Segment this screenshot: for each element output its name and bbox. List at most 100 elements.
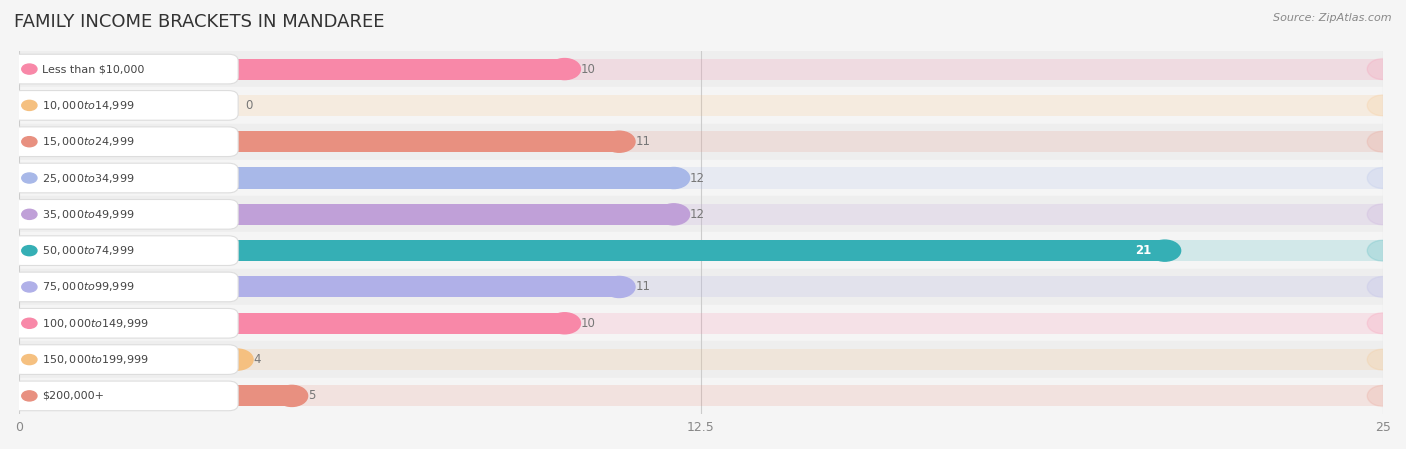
FancyBboxPatch shape: [11, 381, 238, 411]
Text: FAMILY INCOME BRACKETS IN MANDAREE: FAMILY INCOME BRACKETS IN MANDAREE: [14, 13, 385, 31]
Circle shape: [221, 349, 253, 370]
Text: 0: 0: [246, 99, 253, 112]
Circle shape: [3, 131, 35, 152]
Bar: [20, 305, 1384, 341]
Circle shape: [3, 240, 35, 261]
Bar: [20, 58, 565, 79]
Circle shape: [3, 167, 35, 189]
FancyBboxPatch shape: [11, 91, 238, 120]
FancyBboxPatch shape: [11, 308, 238, 338]
Circle shape: [1367, 95, 1399, 116]
Circle shape: [1367, 167, 1399, 189]
Bar: [20, 313, 565, 334]
Text: 10: 10: [581, 317, 596, 330]
FancyBboxPatch shape: [11, 199, 238, 229]
Circle shape: [21, 100, 37, 110]
Bar: [20, 240, 1384, 261]
Bar: [20, 233, 1384, 269]
Text: $10,000 to $14,999: $10,000 to $14,999: [42, 99, 135, 112]
Circle shape: [3, 58, 35, 79]
Circle shape: [1367, 313, 1399, 334]
Text: $100,000 to $149,999: $100,000 to $149,999: [42, 317, 149, 330]
FancyBboxPatch shape: [11, 345, 238, 374]
FancyBboxPatch shape: [11, 127, 238, 157]
Circle shape: [21, 64, 37, 74]
Text: 21: 21: [1135, 244, 1152, 257]
Circle shape: [21, 246, 37, 255]
Text: Source: ZipAtlas.com: Source: ZipAtlas.com: [1274, 13, 1392, 23]
Circle shape: [21, 318, 37, 328]
Text: 11: 11: [636, 135, 651, 148]
FancyBboxPatch shape: [11, 163, 238, 193]
Circle shape: [21, 355, 37, 365]
Bar: [20, 204, 673, 225]
Bar: [20, 269, 1384, 305]
Text: 11: 11: [636, 281, 651, 294]
Text: 10: 10: [581, 62, 596, 75]
Circle shape: [21, 282, 37, 292]
Circle shape: [3, 349, 35, 370]
Circle shape: [3, 240, 35, 261]
Bar: [20, 204, 1384, 225]
Bar: [20, 277, 619, 298]
FancyBboxPatch shape: [11, 236, 238, 265]
Bar: [20, 160, 1384, 196]
Circle shape: [3, 58, 35, 79]
Bar: [20, 313, 1384, 334]
Bar: [20, 240, 1164, 261]
Circle shape: [1367, 58, 1399, 79]
Bar: [20, 167, 673, 189]
Bar: [20, 349, 238, 370]
Bar: [20, 277, 1384, 298]
Circle shape: [3, 385, 35, 406]
FancyBboxPatch shape: [11, 54, 238, 84]
Text: $50,000 to $74,999: $50,000 to $74,999: [42, 244, 135, 257]
Circle shape: [3, 167, 35, 189]
Circle shape: [3, 277, 35, 298]
Circle shape: [1367, 385, 1399, 406]
Circle shape: [3, 349, 35, 370]
Circle shape: [1367, 131, 1399, 152]
Bar: [20, 349, 1384, 370]
Text: 12: 12: [690, 208, 706, 221]
FancyBboxPatch shape: [11, 272, 238, 302]
Circle shape: [3, 204, 35, 225]
Circle shape: [548, 313, 581, 334]
Circle shape: [21, 391, 37, 401]
Circle shape: [1149, 240, 1181, 261]
Text: $15,000 to $24,999: $15,000 to $24,999: [42, 135, 135, 148]
Circle shape: [658, 167, 689, 189]
Bar: [20, 378, 1384, 414]
Circle shape: [3, 131, 35, 152]
Bar: [20, 341, 1384, 378]
Circle shape: [3, 95, 35, 116]
Circle shape: [658, 204, 689, 225]
Text: Less than $10,000: Less than $10,000: [42, 64, 145, 74]
Bar: [20, 87, 1384, 123]
Bar: [20, 196, 1384, 233]
Text: $200,000+: $200,000+: [42, 391, 104, 401]
Bar: [20, 131, 1384, 152]
Circle shape: [3, 204, 35, 225]
Bar: [20, 123, 1384, 160]
Bar: [20, 131, 619, 152]
Circle shape: [3, 313, 35, 334]
Circle shape: [1367, 349, 1399, 370]
Text: $150,000 to $199,999: $150,000 to $199,999: [42, 353, 149, 366]
Bar: [20, 95, 1384, 116]
Circle shape: [1367, 240, 1399, 261]
Text: $75,000 to $99,999: $75,000 to $99,999: [42, 281, 135, 294]
Bar: [20, 167, 1384, 189]
Circle shape: [603, 131, 636, 152]
Circle shape: [603, 277, 636, 298]
Text: $25,000 to $34,999: $25,000 to $34,999: [42, 172, 135, 185]
Bar: [20, 58, 1384, 79]
Circle shape: [3, 277, 35, 298]
Text: 5: 5: [308, 389, 315, 402]
Text: $35,000 to $49,999: $35,000 to $49,999: [42, 208, 135, 221]
Text: 12: 12: [690, 172, 706, 185]
Circle shape: [548, 58, 581, 79]
Bar: [20, 51, 1384, 87]
Bar: [20, 385, 292, 406]
Circle shape: [21, 209, 37, 220]
